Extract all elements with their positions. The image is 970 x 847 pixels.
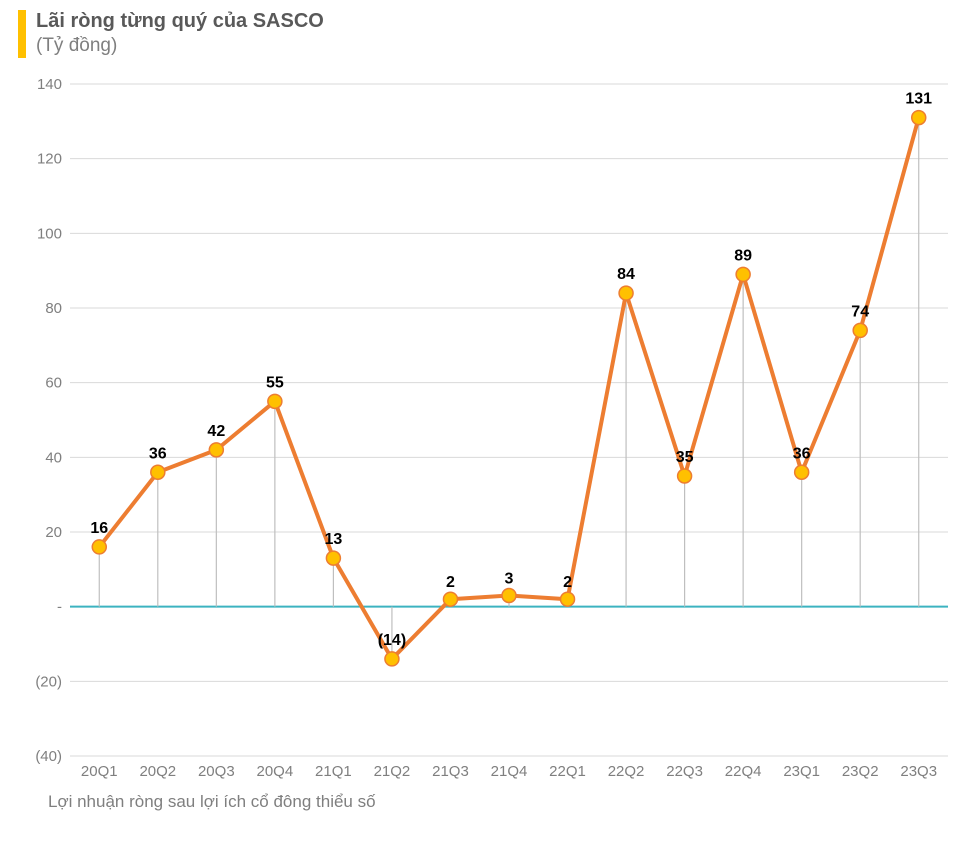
svg-text:36: 36 [793,445,811,462]
svg-text:21Q2: 21Q2 [374,763,411,780]
svg-text:131: 131 [905,91,932,108]
svg-text:-: - [57,599,62,616]
svg-text:23Q3: 23Q3 [900,763,937,780]
svg-text:2: 2 [446,574,455,591]
svg-text:3: 3 [505,570,514,587]
svg-text:20Q3: 20Q3 [198,763,235,780]
svg-text:89: 89 [734,247,752,264]
svg-text:100: 100 [37,225,62,242]
accent-bar [18,10,26,58]
svg-text:140: 140 [37,76,62,93]
svg-text:20Q4: 20Q4 [257,763,294,780]
svg-text:21Q3: 21Q3 [432,763,469,780]
svg-text:84: 84 [617,266,635,283]
svg-text:42: 42 [207,423,225,440]
svg-text:20Q2: 20Q2 [139,763,176,780]
svg-text:(14): (14) [378,632,406,649]
svg-text:21Q1: 21Q1 [315,763,352,780]
svg-text:13: 13 [325,531,343,548]
svg-text:74: 74 [851,303,869,320]
chart-header: Lãi ròng từng quý của SASCO (Tỷ đồng) [10,10,960,58]
svg-text:23Q1: 23Q1 [783,763,820,780]
svg-text:55: 55 [266,374,284,391]
chart-footer: Lợi nhuận ròng sau lợi ích cổ đông thiểu… [10,792,960,812]
svg-text:120: 120 [37,151,62,168]
svg-text:23Q2: 23Q2 [842,763,879,780]
svg-text:(20): (20) [35,673,62,690]
chart-title: Lãi ròng từng quý của SASCO [36,10,324,33]
svg-text:22Q3: 22Q3 [666,763,703,780]
chart-svg: (40) (20) - 20 40 60 80 100 120 140 16 36 42 55 13 (14)… [20,66,960,786]
svg-text:22Q2: 22Q2 [608,763,645,780]
chart-subtitle: (Tỷ đồng) [36,35,324,57]
svg-text:40: 40 [45,449,62,466]
svg-text:20Q1: 20Q1 [81,763,118,780]
svg-text:16: 16 [90,520,108,537]
chart-container: Lãi ròng từng quý của SASCO (Tỷ đồng) (4… [0,0,970,847]
svg-text:(40): (40) [35,748,62,765]
title-block: Lãi ròng từng quý của SASCO (Tỷ đồng) [36,10,324,57]
svg-text:35: 35 [676,449,694,466]
svg-text:36: 36 [149,445,167,462]
svg-text:80: 80 [45,300,62,317]
svg-text:22Q4: 22Q4 [725,763,762,780]
svg-text:22Q1: 22Q1 [549,763,586,780]
svg-text:2: 2 [563,574,572,591]
svg-text:21Q4: 21Q4 [491,763,528,780]
svg-text:60: 60 [45,375,62,392]
svg-text:20: 20 [45,524,62,541]
chart-area: (40) (20) - 20 40 60 80 100 120 140 16 36 42 55 13 (14)… [20,66,960,786]
